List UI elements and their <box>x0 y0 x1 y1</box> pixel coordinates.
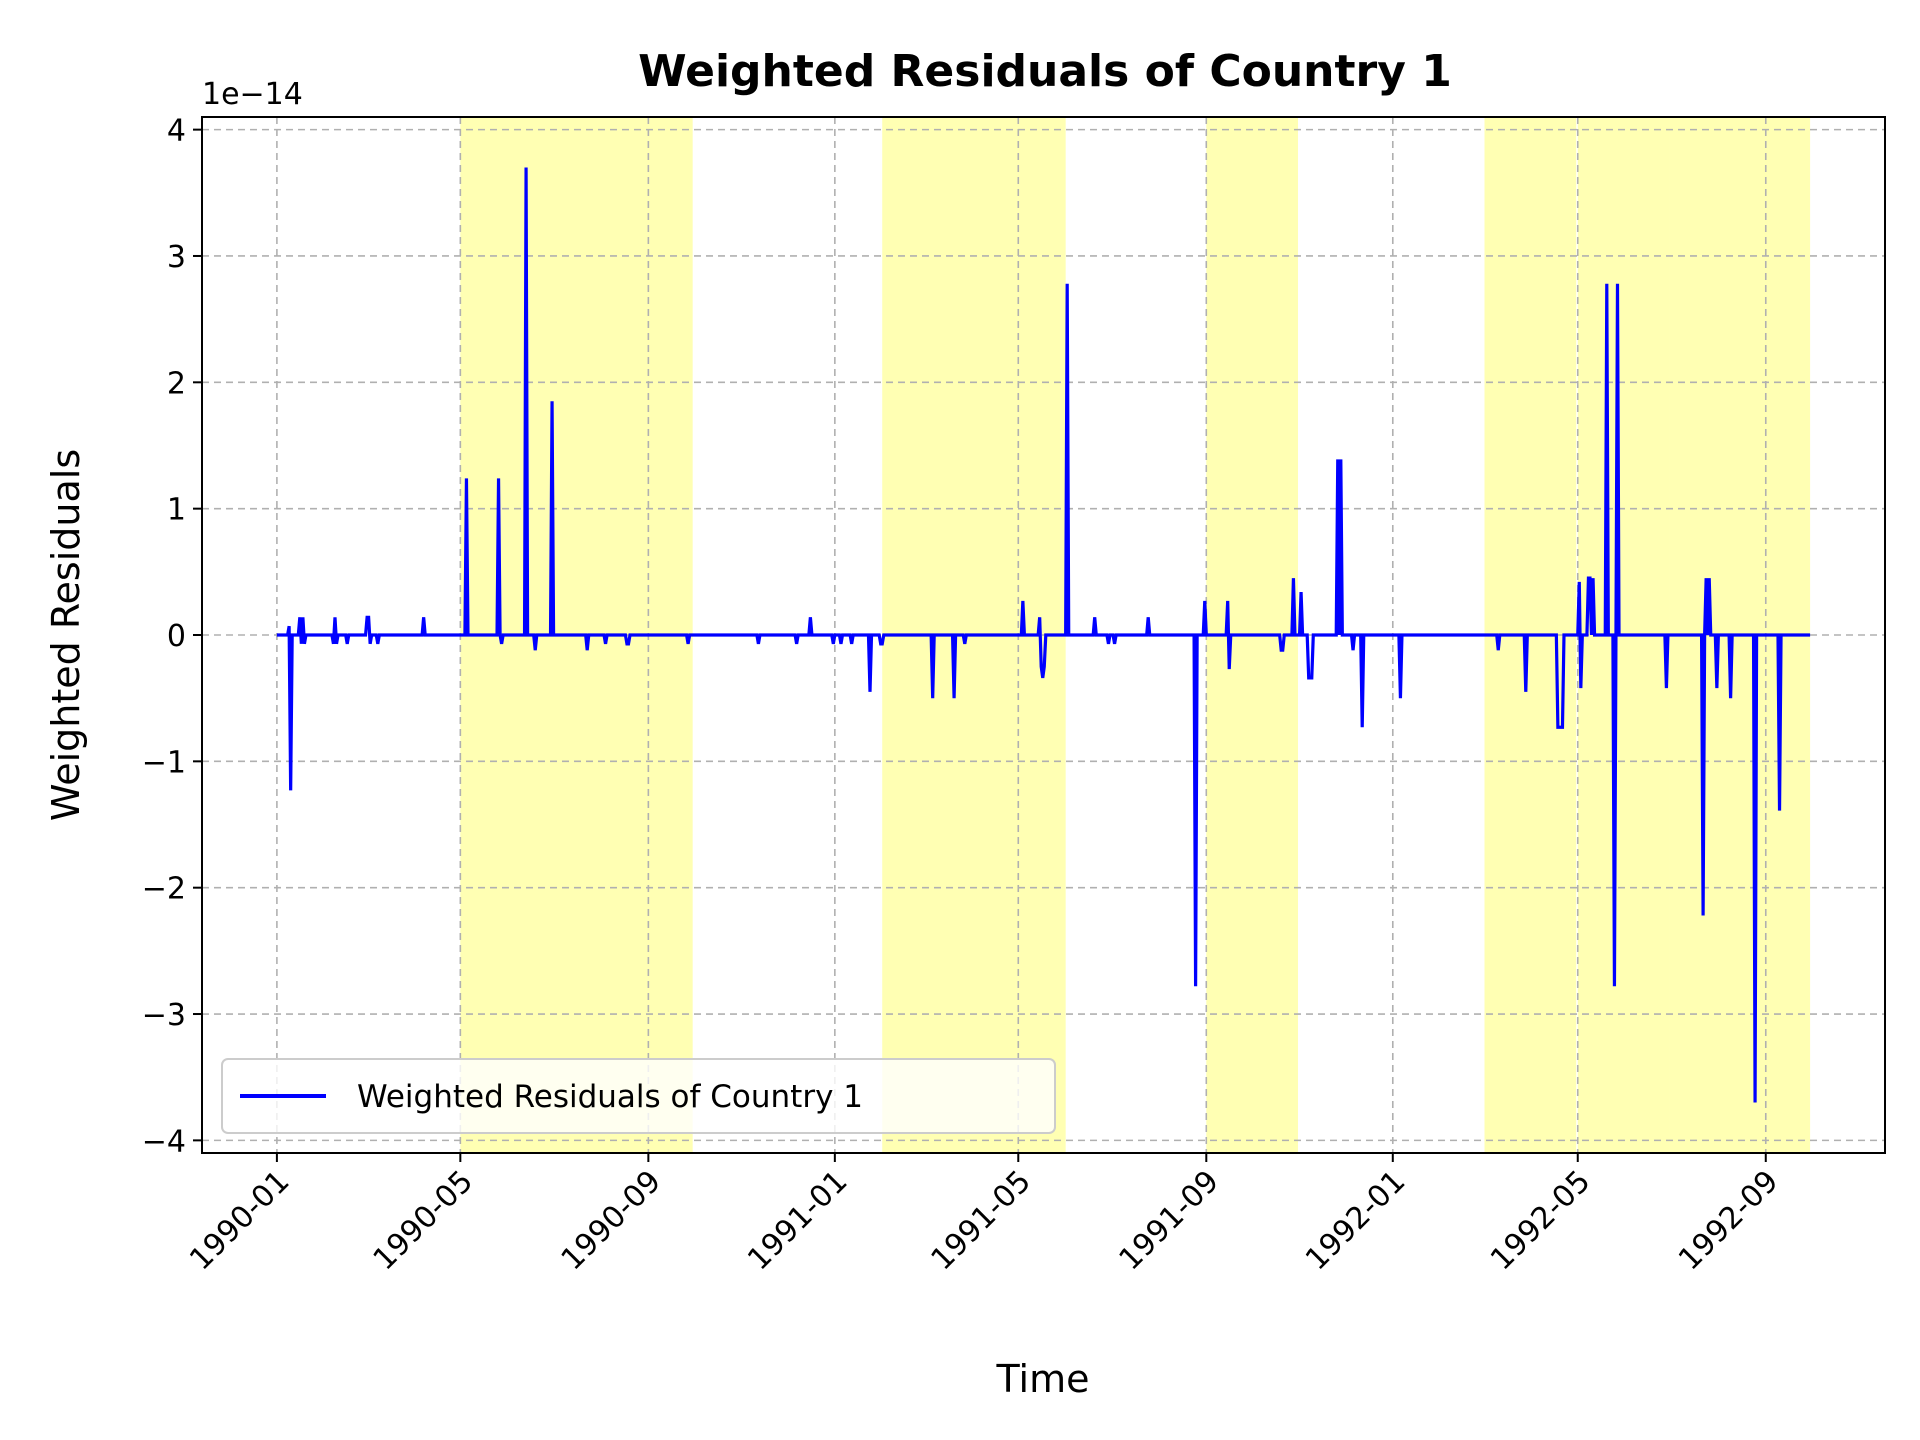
y-tick-label: −2 <box>142 872 186 907</box>
legend-label: Weighted Residuals of Country 1 <box>357 1079 863 1115</box>
y-tick-label: 1 <box>167 493 186 528</box>
y-tick-label: −4 <box>142 1124 186 1159</box>
series-layer <box>276 167 1811 1103</box>
y-offset-label: 1e−14 <box>202 77 303 112</box>
chart-title: Weighted Residuals of Country 1 <box>638 46 1452 97</box>
y-axis: 4 3 2 1 0 −1 −2 −3 −4 <box>142 114 202 1159</box>
y-tick-label: 2 <box>167 366 186 401</box>
y-tick-label: −1 <box>142 745 186 780</box>
legend: Weighted Residuals of Country 1 <box>221 1058 1056 1134</box>
y-tick-label: −3 <box>142 998 186 1033</box>
series-line <box>276 167 1811 1103</box>
legend-box <box>221 1058 1056 1134</box>
y-tick-label: 0 <box>167 619 186 654</box>
x-axis-label: Time <box>996 1357 1090 1401</box>
y-tick-label: 4 <box>167 114 186 149</box>
y-axis-label: Weighted Residuals <box>44 449 88 821</box>
y-tick-label: 3 <box>167 240 186 275</box>
